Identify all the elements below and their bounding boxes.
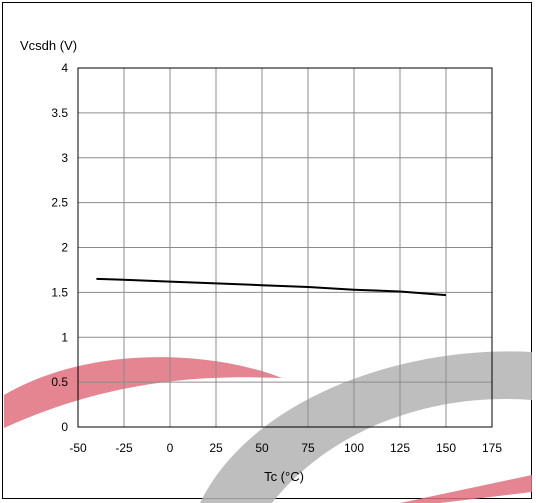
y-tick-label: 2.5 [51,196,68,210]
plot-area-border [77,67,493,428]
x-tick-label: 125 [390,441,410,455]
y-tick-label: 0 [61,420,68,434]
y-axis-label: Vcsdh (V) [20,38,77,53]
y-tick-label: 4 [61,61,68,75]
x-tick-label: -50 [69,441,87,455]
y-tick-label: 1 [61,330,68,344]
series-line [96,277,447,297]
x-tick-label: 150 [436,441,456,455]
watermark-red-swoosh [4,357,282,428]
chart-frame [2,2,532,499]
y-tick-label: 2 [61,241,68,255]
x-tick-label: 25 [209,441,223,455]
x-tick-label: 75 [301,441,315,455]
y-tick-label: 0.5 [51,375,68,389]
x-tick-labels: -50 -25 0 25 50 75 100 125 150 175 [69,441,502,455]
y-tick-label: 3.5 [51,106,68,120]
x-tick-label: -25 [115,441,133,455]
x-axis-label: Tc (°C) [264,469,304,484]
y-tick-labels: 0 0.5 1 1.5 2 2.5 3 3.5 4 [51,61,68,434]
x-tick-label: 175 [482,441,502,455]
watermark-red-stripe [400,475,532,503]
x-tick-label: 50 [255,441,269,455]
y-tick-label: 3 [61,151,68,165]
x-tick-label: 100 [344,441,364,455]
y-tick-label: 1.5 [51,285,68,299]
x-tick-label: 0 [167,441,174,455]
